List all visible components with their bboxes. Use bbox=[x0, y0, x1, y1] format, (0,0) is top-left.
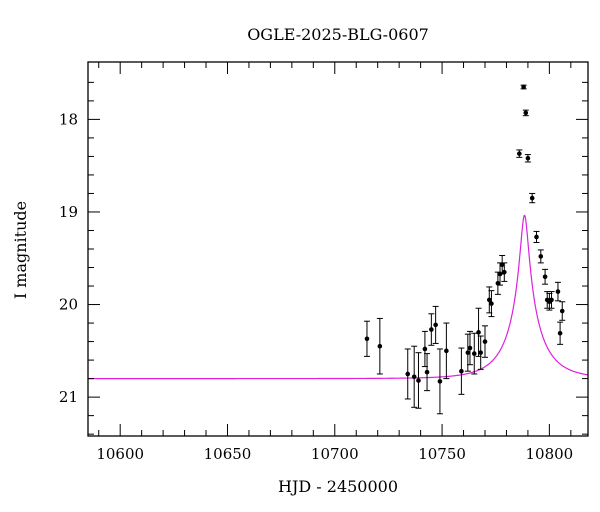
point-marker bbox=[437, 379, 443, 384]
data-point bbox=[537, 249, 544, 264]
point-marker bbox=[405, 371, 411, 377]
model-curve bbox=[88, 214, 588, 380]
point-marker bbox=[557, 330, 563, 336]
point-marker bbox=[517, 151, 522, 156]
data-point bbox=[524, 154, 531, 163]
point-marker bbox=[429, 327, 434, 332]
data-point bbox=[542, 268, 549, 285]
data-point bbox=[471, 332, 478, 375]
data-point bbox=[436, 348, 443, 415]
point-marker bbox=[529, 195, 535, 201]
data-point bbox=[415, 352, 422, 409]
data-point bbox=[404, 348, 411, 400]
point-marker bbox=[377, 343, 383, 349]
data-point bbox=[424, 353, 431, 392]
point-marker bbox=[424, 369, 430, 375]
point-marker bbox=[495, 280, 501, 286]
data-point bbox=[516, 149, 523, 158]
data-point bbox=[432, 305, 439, 344]
data-point bbox=[488, 290, 495, 318]
point-marker bbox=[411, 374, 417, 380]
data-point bbox=[475, 307, 482, 357]
y-tick-label: 20 bbox=[59, 296, 78, 314]
data-point bbox=[486, 286, 493, 314]
y-tick-label: 19 bbox=[59, 203, 78, 221]
point-marker bbox=[433, 322, 438, 328]
x-axis-label: HJD - 2450000 bbox=[278, 477, 398, 496]
axes: 10600 10650 10700 10750 10800 18 19 20 21 bbox=[59, 61, 589, 463]
data-point bbox=[533, 230, 540, 244]
point-marker bbox=[521, 84, 526, 90]
point-marker bbox=[499, 262, 505, 268]
y-axis-label: I magnitude bbox=[11, 201, 30, 299]
point-marker bbox=[364, 336, 370, 342]
x-tick-label: 10650 bbox=[204, 445, 252, 463]
data-point bbox=[477, 335, 484, 370]
data-point bbox=[520, 84, 527, 90]
point-marker bbox=[478, 350, 484, 355]
point-marker bbox=[534, 234, 539, 240]
y-tick-label: 18 bbox=[59, 110, 78, 128]
point-marker bbox=[476, 330, 481, 335]
point-marker bbox=[523, 110, 529, 116]
data-point bbox=[428, 313, 435, 346]
point-marker bbox=[555, 289, 561, 294]
point-marker bbox=[482, 339, 488, 344]
data-point bbox=[522, 109, 529, 117]
data-point bbox=[376, 317, 383, 375]
data-point bbox=[411, 345, 418, 408]
point-marker bbox=[471, 351, 477, 356]
data-point bbox=[501, 262, 508, 282]
data-point bbox=[529, 192, 536, 204]
point-marker bbox=[525, 155, 531, 161]
point-marker bbox=[559, 308, 565, 314]
plot-frame bbox=[87, 61, 589, 437]
data-point bbox=[548, 291, 555, 309]
point-marker bbox=[465, 350, 471, 355]
x-tick-label: 10800 bbox=[526, 445, 574, 463]
data-point bbox=[559, 301, 566, 321]
data-points-layer bbox=[363, 84, 566, 415]
model-curve-layer bbox=[88, 214, 588, 380]
point-marker bbox=[542, 274, 548, 280]
point-marker bbox=[549, 297, 554, 303]
data-point bbox=[363, 320, 370, 357]
point-marker bbox=[502, 269, 507, 275]
data-point bbox=[546, 292, 553, 311]
point-marker bbox=[538, 254, 544, 259]
point-marker bbox=[422, 346, 428, 352]
point-marker bbox=[444, 348, 449, 354]
data-point bbox=[557, 321, 564, 345]
point-marker bbox=[486, 297, 492, 303]
data-point bbox=[554, 281, 561, 302]
chart-title: OGLE-2025-BLG-0607 bbox=[247, 25, 429, 44]
data-point bbox=[466, 330, 473, 366]
data-point bbox=[499, 254, 506, 275]
data-point bbox=[421, 330, 428, 368]
data-point bbox=[458, 347, 465, 395]
x-tick-label: 10750 bbox=[418, 445, 466, 463]
x-tick-label: 10600 bbox=[96, 445, 144, 463]
point-marker bbox=[489, 301, 494, 306]
point-marker bbox=[459, 368, 464, 374]
point-marker bbox=[416, 378, 421, 383]
x-tick-label: 10700 bbox=[311, 445, 359, 463]
y-tick-label: 21 bbox=[59, 388, 78, 406]
point-marker bbox=[467, 345, 473, 351]
data-point bbox=[481, 325, 488, 358]
data-point bbox=[443, 322, 450, 380]
